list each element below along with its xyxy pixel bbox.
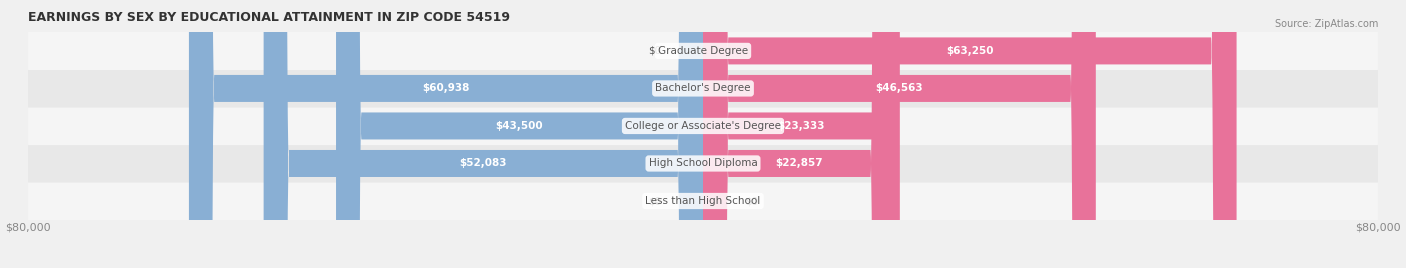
- FancyBboxPatch shape: [188, 0, 703, 268]
- Text: $43,500: $43,500: [496, 121, 543, 131]
- Legend: Male, Female: Male, Female: [640, 266, 766, 268]
- Text: $46,563: $46,563: [876, 83, 924, 94]
- Text: Graduate Degree: Graduate Degree: [658, 46, 748, 56]
- Text: EARNINGS BY SEX BY EDUCATIONAL ATTAINMENT IN ZIP CODE 54519: EARNINGS BY SEX BY EDUCATIONAL ATTAINMEN…: [28, 11, 510, 24]
- FancyBboxPatch shape: [28, 144, 1378, 183]
- FancyBboxPatch shape: [28, 69, 1378, 107]
- FancyBboxPatch shape: [703, 0, 1237, 268]
- FancyBboxPatch shape: [703, 0, 1095, 268]
- Text: Less than High School: Less than High School: [645, 196, 761, 206]
- Text: Bachelor's Degree: Bachelor's Degree: [655, 83, 751, 94]
- FancyBboxPatch shape: [703, 0, 900, 268]
- Text: $23,333: $23,333: [778, 121, 825, 131]
- Text: $0: $0: [648, 196, 661, 206]
- FancyBboxPatch shape: [703, 0, 896, 268]
- FancyBboxPatch shape: [28, 107, 1378, 145]
- FancyBboxPatch shape: [264, 0, 703, 268]
- Text: College or Associate's Degree: College or Associate's Degree: [626, 121, 780, 131]
- Text: $63,250: $63,250: [946, 46, 994, 56]
- Text: $60,938: $60,938: [422, 83, 470, 94]
- FancyBboxPatch shape: [28, 182, 1378, 220]
- Text: $0: $0: [648, 46, 661, 56]
- Text: $52,083: $52,083: [460, 158, 508, 169]
- Text: Source: ZipAtlas.com: Source: ZipAtlas.com: [1274, 19, 1378, 29]
- FancyBboxPatch shape: [336, 0, 703, 268]
- Text: High School Diploma: High School Diploma: [648, 158, 758, 169]
- FancyBboxPatch shape: [28, 32, 1378, 70]
- Text: $0: $0: [745, 196, 758, 206]
- Text: $22,857: $22,857: [776, 158, 824, 169]
